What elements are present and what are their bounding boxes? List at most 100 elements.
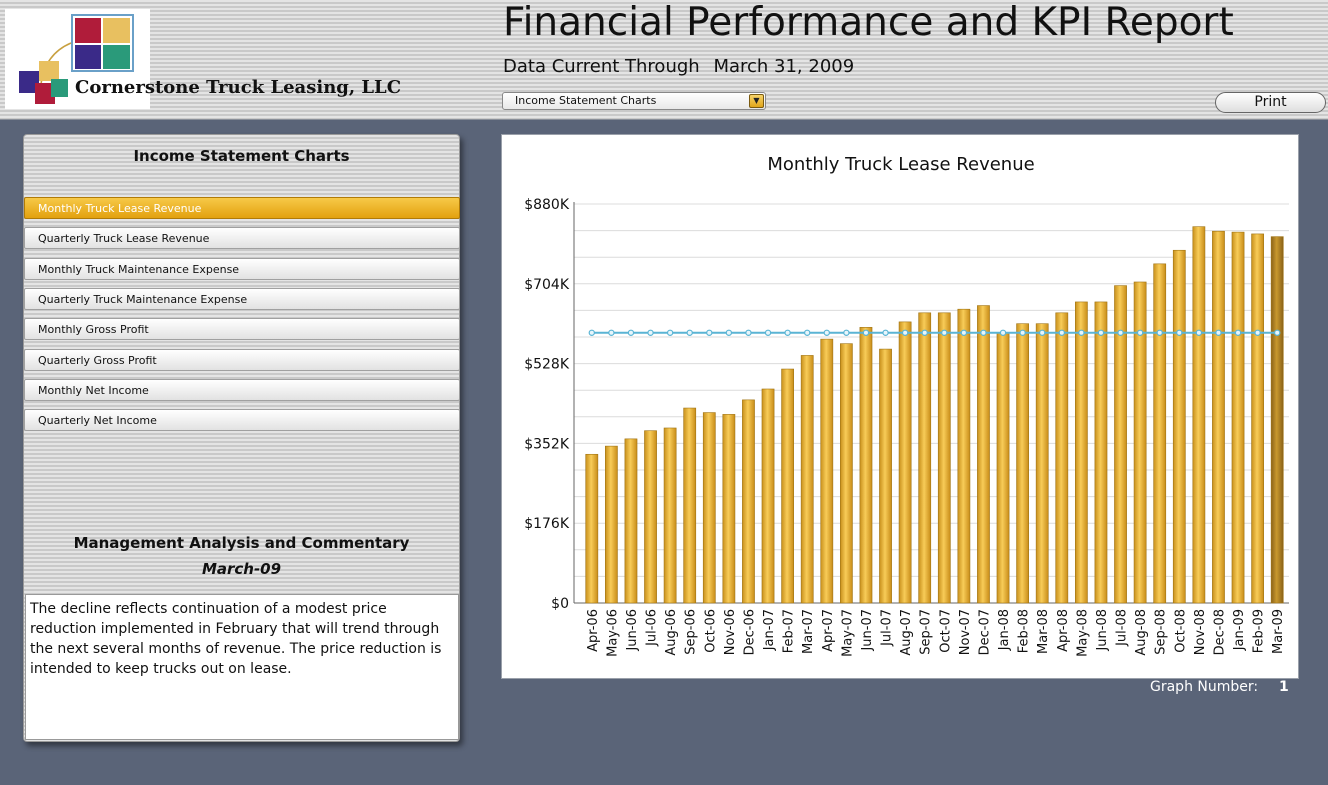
x-tick-label: Aug-08 [1134,609,1149,656]
reference-point [666,329,674,336]
x-tick-label: Feb-08 [1017,609,1032,653]
bar-jul-06[interactable] [644,430,657,604]
y-tick-label: $352K [524,436,570,452]
bar-nov-08[interactable] [1192,226,1206,604]
data-current-label: Data Current Through [503,56,700,77]
x-tick-label: Apr-06 [586,609,601,652]
reference-point [882,329,889,336]
bar-jun-06[interactable] [624,438,638,604]
bar-may-06[interactable] [605,445,618,604]
bar-feb-09[interactable] [1251,233,1264,604]
reference-point [745,329,752,336]
bar-feb-08[interactable] [1016,323,1029,604]
bar-oct-06[interactable] [702,412,716,604]
sidebar-item-monthly-net-income[interactable]: Monthly Net Income [24,379,460,401]
bar-jan-07[interactable] [761,388,775,604]
bar-sep-07[interactable] [918,312,932,604]
sidebar-item-quarterly-truck-lease-revenue[interactable]: Quarterly Truck Lease Revenue [24,227,460,249]
bar-aug-07[interactable] [898,321,912,604]
reference-point [627,329,635,336]
reference-point [843,329,850,336]
x-tick-label: Jul-08 [1115,609,1130,647]
sidebar-item-quarterly-net-income[interactable]: Quarterly Net Income [24,409,460,431]
x-tick-label: Nov-07 [958,609,973,655]
bar-dec-07[interactable] [977,305,990,604]
sidebar-panel: Income Statement Charts Monthly Truck Le… [23,134,460,742]
x-tick-label: Jan-09 [1232,609,1247,651]
x-tick-label: Sep-07 [919,609,934,655]
reference-point [804,329,811,336]
bar-oct-08[interactable] [1172,249,1186,604]
commentary-month: March-09 [201,560,282,578]
bar-nov-07[interactable] [957,308,971,604]
graph-number-value: 1 [1279,679,1289,695]
chart-title: Monthly Truck Lease Revenue [767,154,1034,175]
bar-jan-09[interactable] [1231,231,1245,604]
reference-point [686,329,693,336]
reference-point [764,329,772,336]
reference-point [1195,329,1203,336]
x-tick-label: Mar-08 [1036,609,1051,654]
reference-point [1136,329,1144,336]
x-tick-label: May-07 [840,609,855,657]
bar-mar-08[interactable] [1035,323,1049,604]
chart-category-select[interactable]: Income Statement Charts ▼ [502,92,766,110]
bar-may-07[interactable] [840,343,853,604]
bar-apr-08[interactable] [1055,312,1069,604]
chart-panel: Monthly Truck Lease Revenue $0 $176K $352K $… [501,134,1299,679]
reference-point [1058,329,1065,336]
data-current-date: March 31, 2009 [713,56,855,77]
bar-sep-08[interactable] [1153,263,1167,604]
reference-point [784,329,791,336]
y-tick-label: $528K [524,357,570,373]
bar-may-08[interactable] [1075,301,1088,604]
bar-apr-06[interactable] [585,453,599,604]
x-tick-label: Jun-08 [1095,609,1110,652]
sidebar-item-monthly-truck-maintenance-expense[interactable]: Monthly Truck Maintenance Expense [24,258,460,280]
bar-nov-06[interactable] [722,414,736,604]
bar-dec-06[interactable] [742,399,755,604]
logo-squares-icon [19,14,134,104]
y-tick-label: $880K [524,197,570,213]
bar-oct-07[interactable] [937,312,951,604]
commentary-title: Management Analysis and Commentary [73,534,410,552]
bar-jan-08[interactable] [996,332,1010,604]
reference-point [588,329,595,336]
revenue-bar-chart: Monthly Truck Lease Revenue $0 $176K $352K $… [524,154,1289,657]
x-tick-label: Nov-08 [1193,609,1208,655]
bar-jun-07[interactable] [859,327,873,604]
x-tick-label: May-06 [605,609,620,657]
company-logo [5,9,150,109]
x-tick-label: Jan-07 [762,609,777,651]
bar-feb-07[interactable] [781,368,794,604]
x-tick-label: Feb-07 [782,609,797,653]
bar-jun-08[interactable] [1094,301,1108,604]
bar-jul-07[interactable] [879,348,892,604]
bar-aug-08[interactable] [1133,281,1147,604]
data-current-line: Data Current Through March 31, 2009 [503,56,862,77]
sidebar-item-quarterly-gross-profit[interactable]: Quarterly Gross Profit [24,349,460,371]
bar-mar-09[interactable] [1270,236,1284,604]
x-tick-label: Aug-07 [899,609,914,656]
company-name: Cornerstone Truck Leasing, LLC [75,77,402,98]
bar-sep-06[interactable] [683,407,697,604]
graph-number-label: Graph Number: [1150,679,1259,695]
reference-point [1176,329,1183,336]
reference-point [1078,329,1085,336]
bar-dec-08[interactable] [1212,230,1225,604]
x-tick-label: May-08 [1075,609,1090,657]
sidebar-item-monthly-gross-profit[interactable]: Monthly Gross Profit [24,318,460,340]
bar-apr-07[interactable] [820,338,834,604]
bar-aug-06[interactable] [663,427,677,604]
x-tick-label: Sep-06 [684,609,699,655]
reference-point [1039,329,1046,336]
print-button[interactable]: Print [1215,92,1326,113]
x-tick-label: Dec-06 [742,609,757,655]
bar-jul-08[interactable] [1114,285,1127,604]
x-tick-label: Mar-09 [1271,609,1286,654]
sidebar-item-monthly-truck-lease-revenue[interactable]: Monthly Truck Lease Revenue [24,197,460,219]
sidebar-item-quarterly-truck-maintenance-expense[interactable]: Quarterly Truck Maintenance Expense [24,288,460,310]
dropdown-arrow-icon[interactable]: ▼ [749,94,764,108]
x-tick-label: Aug-06 [664,609,679,656]
bar-mar-07[interactable] [800,355,814,604]
